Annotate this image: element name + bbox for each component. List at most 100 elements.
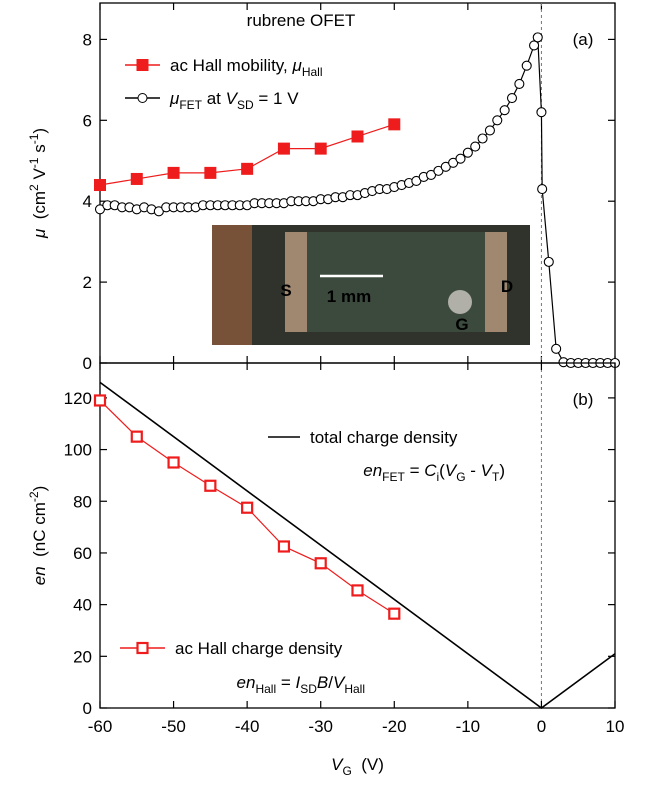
text-segment: total charge density — [310, 428, 458, 447]
y-tick-label: 0 — [83, 354, 92, 373]
text-segment: s — [30, 144, 49, 157]
marker — [132, 432, 142, 442]
y-tick-label: 40 — [73, 596, 92, 615]
text-segment: en — [363, 461, 382, 480]
y-tick-label: 8 — [83, 30, 92, 49]
marker — [242, 503, 252, 513]
marker — [278, 143, 290, 155]
figure: 0 2 4 6 8 μ (cm2 V-1 s-1) (a) rubrene OFET 0 20 40… — [0, 0, 650, 785]
marker — [500, 106, 509, 115]
text-segment: ) — [499, 461, 505, 480]
text-segment: ac Hall charge density — [175, 639, 343, 658]
y-tick-label: 6 — [83, 111, 92, 130]
text-segment: at — [202, 89, 226, 108]
text-segment: (V) — [352, 755, 384, 774]
text-segment: = — [405, 461, 424, 480]
text-segment: G — [342, 764, 351, 778]
y-tick-label: 60 — [73, 544, 92, 563]
text-segment: en — [30, 566, 49, 585]
x-axis-label: VG (V) — [331, 755, 384, 778]
marker — [205, 481, 215, 491]
text-segment: (nC cm — [30, 502, 49, 566]
x-tick-label: -60 — [88, 717, 113, 736]
text-segment: (cm — [30, 191, 49, 229]
legend-entry — [120, 643, 165, 653]
marker — [533, 33, 542, 42]
marker — [316, 558, 326, 568]
marker — [478, 134, 487, 143]
marker — [352, 130, 364, 142]
y-tick-label: 20 — [73, 647, 92, 666]
x-tick-label: -10 — [456, 717, 481, 736]
annotation: enHall = ISDB/VHall — [237, 673, 365, 696]
y-tick-label: 0 — [83, 699, 92, 718]
y-axis-label: en (nC cm-2) — [27, 486, 49, 586]
text-segment: ) — [30, 486, 49, 492]
text-segment: FET — [382, 470, 405, 484]
text-segment: = 1 V — [254, 89, 300, 108]
marker — [241, 163, 253, 175]
inset-label: D — [501, 277, 513, 296]
marker — [544, 257, 553, 266]
legend-label: ac Hall mobility, μHall — [170, 56, 323, 79]
marker — [463, 148, 472, 157]
marker — [493, 116, 502, 125]
marker — [279, 541, 289, 551]
legend-entry — [125, 59, 160, 71]
annotation: enFET = Ci(VG - VT) — [363, 461, 505, 484]
y-tick-label: 100 — [64, 441, 92, 460]
x-tick-label: 0 — [537, 717, 546, 736]
text-segment: B — [317, 673, 328, 692]
y-tick-label: 120 — [64, 389, 92, 408]
series-line — [100, 124, 394, 185]
y-axis-label: μ (cm2 V-1 s-1) — [27, 128, 49, 239]
legend-marker — [138, 643, 148, 653]
marker — [537, 108, 546, 117]
text-segment: ) — [30, 128, 49, 134]
text-segment: Hall — [302, 65, 323, 79]
text-segment: SD — [237, 98, 254, 112]
y-tick-label: 4 — [83, 192, 92, 211]
text-segment: -2 — [27, 491, 41, 502]
x-tick-label: -20 — [382, 717, 407, 736]
inset-label: G — [455, 315, 468, 334]
marker — [388, 118, 400, 130]
legend-label: total charge density — [310, 428, 458, 447]
legend-marker — [138, 94, 147, 103]
marker — [353, 585, 363, 595]
marker — [389, 609, 399, 619]
x-tick-label: -40 — [235, 717, 260, 736]
text-segment: - — [466, 461, 481, 480]
y-tick-label: 80 — [73, 492, 92, 511]
y-tick-label: 2 — [83, 273, 92, 292]
text-segment: -1 — [27, 157, 41, 168]
panel-label: (a) — [573, 30, 594, 49]
marker — [456, 154, 465, 163]
text-segment: V — [30, 168, 49, 185]
marker — [131, 173, 143, 185]
chart-title: rubrene OFET — [247, 11, 356, 30]
text-segment: = — [276, 673, 295, 692]
marker — [94, 179, 106, 191]
legend-label: ac Hall charge density — [175, 639, 343, 658]
text-segment: Hall — [344, 682, 365, 696]
marker — [538, 185, 547, 194]
text-segment: -1 — [27, 133, 41, 144]
marker — [515, 79, 524, 88]
legend-marker — [137, 59, 149, 71]
inset-photo — [212, 225, 530, 345]
text-segment: ac Hall mobility, — [170, 56, 293, 75]
marker — [508, 94, 517, 103]
text-segment: Hall — [255, 682, 276, 696]
text-segment: G — [456, 470, 465, 484]
panel-label: (b) — [573, 390, 594, 409]
marker — [471, 142, 480, 151]
photo-edge — [212, 225, 252, 345]
marker — [169, 457, 179, 467]
marker — [522, 61, 531, 70]
photo-gate — [448, 290, 472, 314]
marker — [552, 344, 561, 353]
marker — [168, 167, 180, 179]
x-tick-label: -30 — [308, 717, 333, 736]
legend-entry — [125, 94, 160, 103]
